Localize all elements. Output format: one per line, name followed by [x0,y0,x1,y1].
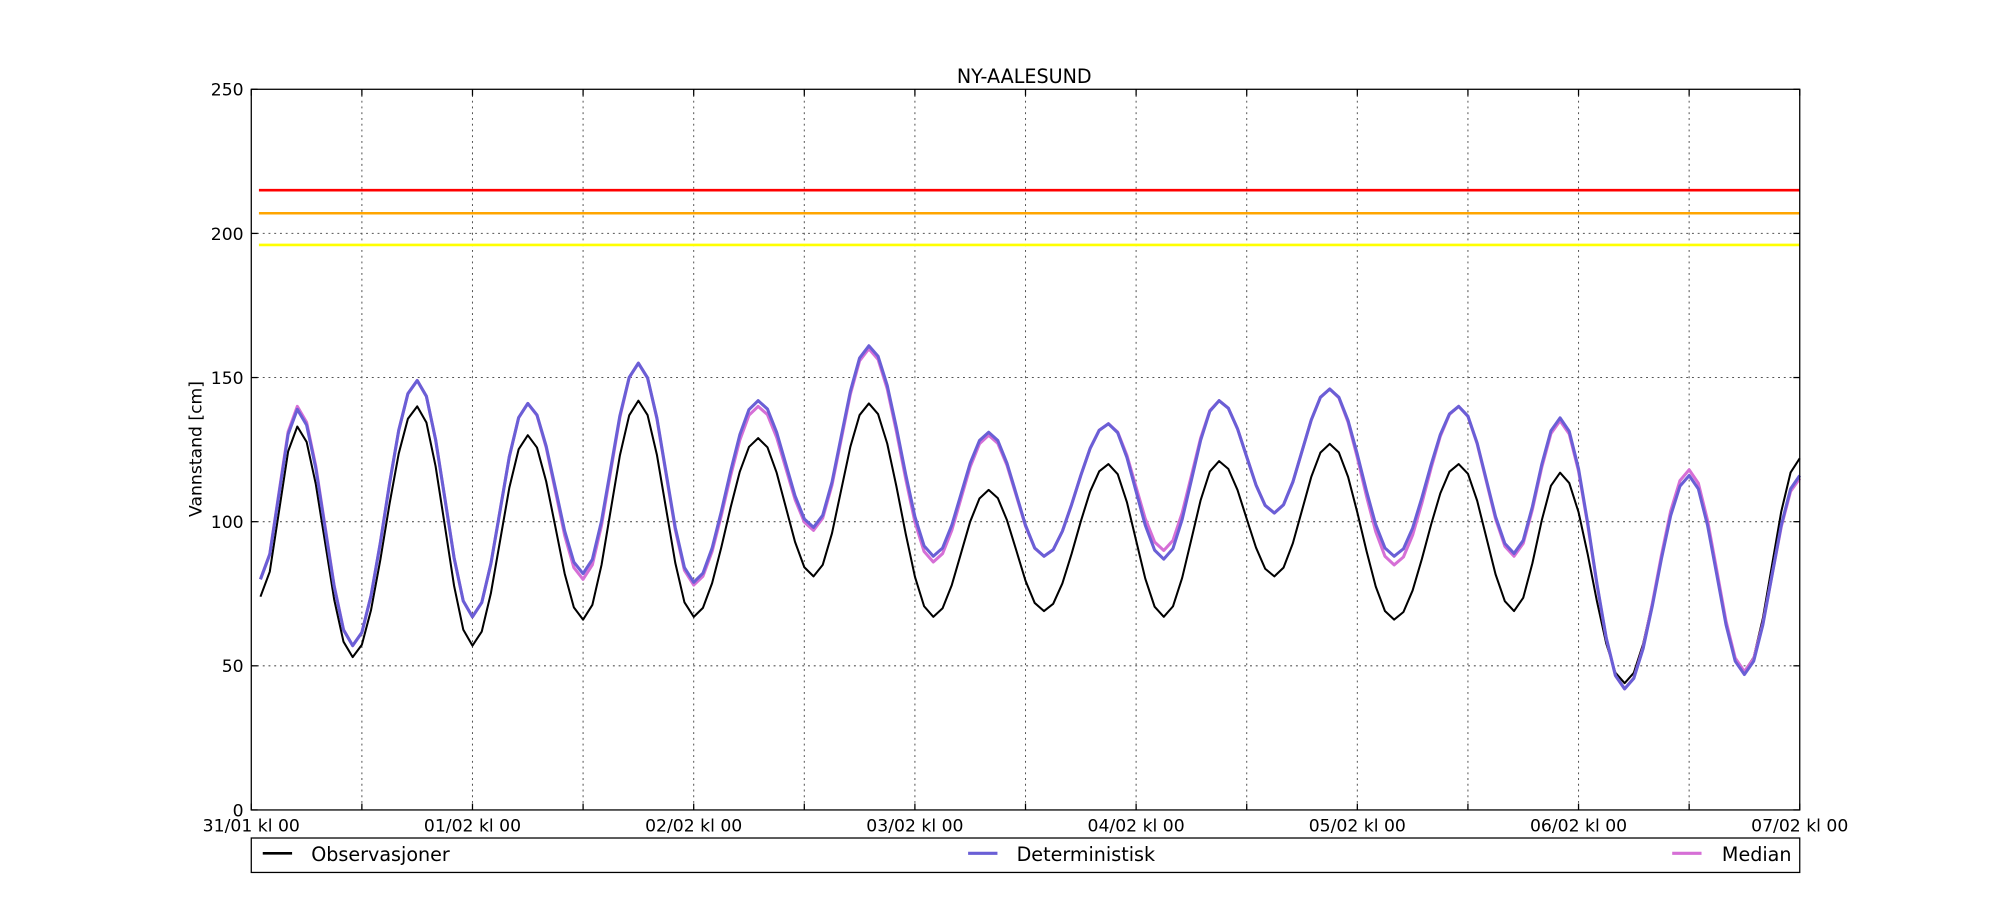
legend-label-observasjoner: Observasjoner [311,843,450,866]
y-tick-label: 50 [222,657,244,677]
x-tick-label: 05/02 kl 00 [1309,817,1406,837]
y-tick-label: 150 [211,369,244,389]
series-line-median [259,347,1801,691]
legend: Observasjoner Deterministisk Median [250,837,1801,874]
y-tick-label: 200 [211,225,244,245]
y-axis-label: Vannstand [cm] [187,381,207,517]
x-tick-label: 06/02 kl 00 [1530,817,1627,837]
grid [251,89,1800,810]
threshold-lines [258,188,1800,247]
series-lines [259,344,1802,691]
x-tick-label: 03/02 kl 00 [866,817,963,837]
x-tick-label: 04/02 kl 00 [1088,817,1185,837]
y-tick-label: 250 [211,81,244,101]
y-tick-label: 100 [211,513,244,533]
x-tick-label: 01/02 kl 00 [424,817,521,837]
legend-box [250,837,1801,874]
x-tick-label: 07/02 kl 00 [1751,817,1848,837]
x-ticks: 31/01 kl 00 01/02 kl 00 02/02 kl 00 03/02 k… [203,89,1848,837]
series-line-observasjoner [259,399,1801,685]
legend-label-median: Median [1722,843,1792,866]
series-line-deterministisk [259,344,1802,691]
y-ticks: 0 50 100 150 200 250 [211,81,1800,821]
x-tick-label: 02/02 kl 00 [645,817,742,837]
legend-label-deterministisk: Deterministisk [1017,843,1156,866]
plot-frame [250,88,1801,811]
x-tick-label: 31/01 kl 00 [203,817,300,837]
y-tick-label: 0 [233,801,244,821]
chart-title: NY-AALESUND [957,65,1092,88]
